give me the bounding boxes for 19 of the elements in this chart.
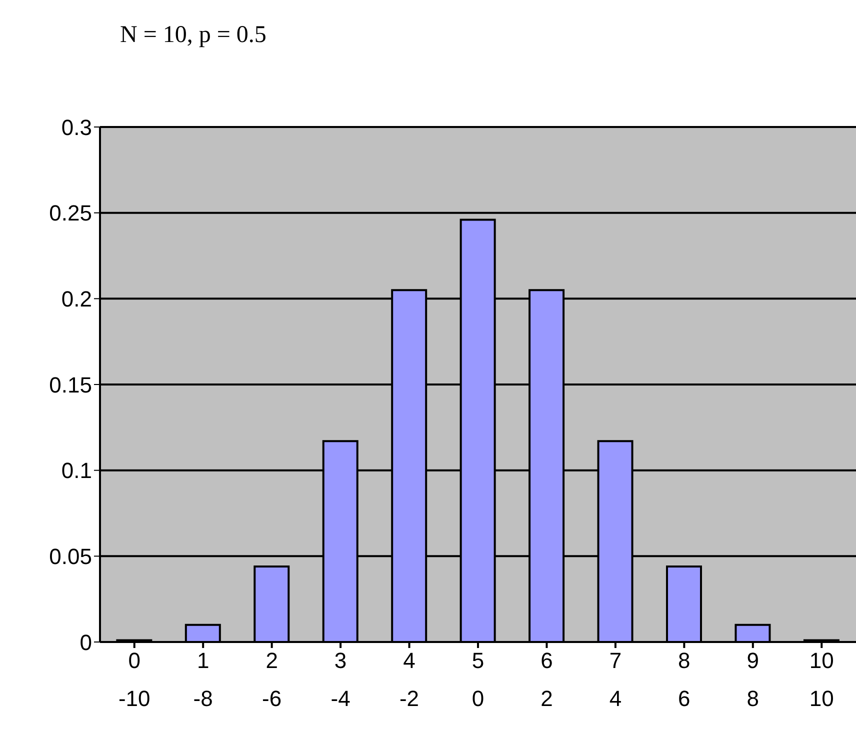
y-tick-label: 0.1	[61, 458, 92, 484]
x-tick-label: 3 -4	[330, 648, 350, 711]
y-tick-label: 0.3	[61, 114, 92, 140]
x-tick-label: 7 4	[609, 648, 622, 711]
x-tick-label: 5 0	[472, 648, 484, 711]
y-tick-label: 0.15	[49, 372, 92, 398]
x-tick-label: 2 -6	[262, 648, 282, 711]
y-tick-label: 0.25	[49, 200, 92, 226]
x-tick-label: 4 -2	[399, 648, 420, 711]
y-tick-label: 0.2	[61, 286, 92, 312]
chart-title: N = 10, p = 0.5	[120, 22, 266, 49]
y-tick-label: 0.05	[49, 544, 92, 569]
y-tick-label: 0	[80, 630, 92, 655]
x-tick-label: 9 8	[746, 648, 760, 711]
x-tick-label: 10 10	[809, 648, 834, 711]
x-tick-label: 1 -8	[193, 648, 213, 711]
x-tick-label: 8 6	[678, 648, 690, 711]
x-tick-label: 6 2	[540, 648, 553, 711]
x-tick-label: 0 -10	[118, 648, 150, 711]
